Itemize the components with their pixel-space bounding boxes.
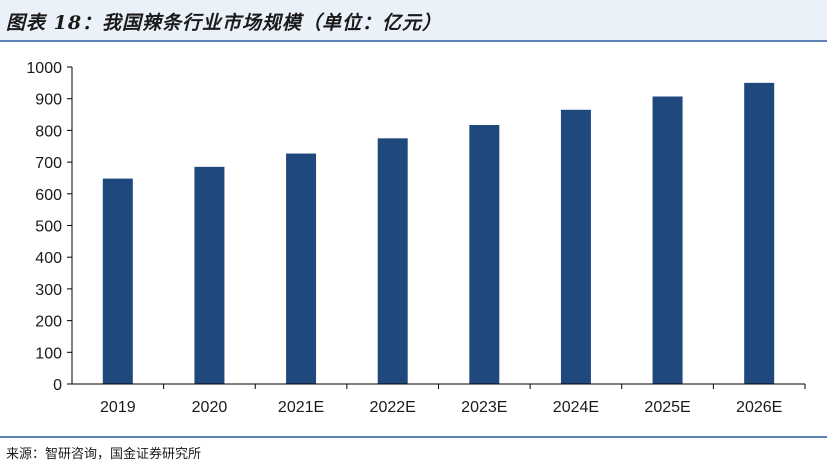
bar-2025E [652,96,683,384]
x-tick-label: 2026E [736,399,782,416]
bar-2020 [194,166,225,384]
bar-2019 [102,178,133,384]
bar-2021E [286,153,317,384]
y-tick-label: 500 [35,219,62,236]
x-axis-ticks: 2019 2020 2021E 2022E 2023E 2024E 2025E 2026E [100,384,806,416]
x-tick-label: 2021E [278,399,324,416]
bar-chart: 0 100 200 300 400 500 600 700 800 900 1000 2019 202… [26,60,806,416]
y-tick-label: 100 [35,345,62,362]
y-tick-label: 400 [35,250,62,267]
figure-title: 图表 18：我国辣条行业市场规模（单位：亿元） [6,12,443,34]
title-rule [0,40,827,42]
y-tick-label: 0 [53,377,62,394]
bars [102,82,775,385]
y-tick-label: 600 [35,187,62,204]
y-tick-label: 700 [35,155,62,172]
y-axis-ticks: 0 100 200 300 400 500 600 700 800 900 1000 [26,60,72,394]
source-rule [0,436,827,438]
y-tick-label: 800 [35,123,62,140]
source-note: 来源：智研咨询，国金证券研究所 [6,447,202,462]
y-tick-label: 200 [35,314,62,331]
bar-2024E [560,109,591,385]
y-tick-label: 1000 [26,60,62,77]
y-tick-label: 900 [35,92,62,109]
x-tick-label: 2022E [370,399,416,416]
x-tick-label: 2023E [461,399,507,416]
title-band [0,0,827,40]
bar-2026E [744,82,775,384]
x-tick-label: 2024E [553,399,599,416]
y-tick-label: 300 [35,282,62,299]
bar-2023E [469,125,500,385]
x-tick-label: 2019 [100,399,136,416]
x-tick-label: 2020 [192,399,228,416]
bar-2022E [377,138,408,384]
x-tick-label: 2025E [644,399,690,416]
